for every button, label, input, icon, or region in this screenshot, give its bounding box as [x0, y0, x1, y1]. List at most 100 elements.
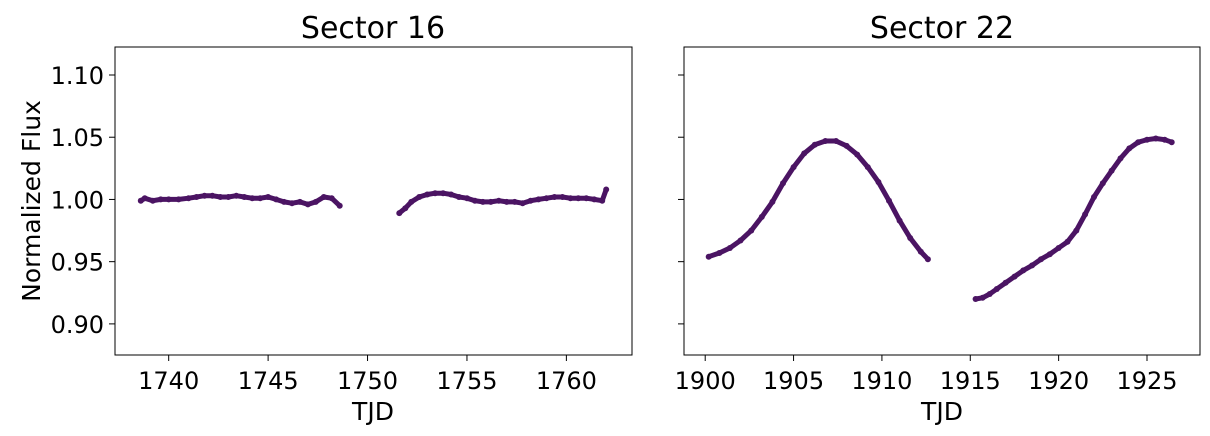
data-point [875, 179, 882, 185]
data-point [1029, 262, 1036, 269]
x-tick-label: 1915 [940, 367, 1001, 395]
y-tick-label: 0.95 [51, 249, 104, 277]
y-axis-ticks: 0.90 0.95 1.00 1.05 1.10 [51, 62, 115, 339]
x-tick-label: 1905 [763, 367, 824, 395]
data-point [1144, 136, 1150, 143]
data-point [304, 201, 311, 208]
data-point [296, 198, 303, 205]
y-tick-label: 1.05 [51, 124, 104, 152]
data-point [289, 200, 295, 207]
data-point [1108, 167, 1115, 174]
data-point [1082, 211, 1089, 218]
y-tick-label: 0.90 [51, 311, 104, 339]
data-point [979, 294, 986, 301]
data-point [193, 194, 200, 200]
data-point [149, 197, 156, 204]
data-point [986, 291, 993, 297]
data-point [726, 245, 733, 251]
data-point [336, 202, 343, 209]
data-point [448, 191, 455, 198]
data-point [141, 195, 148, 202]
data-point [1055, 245, 1062, 251]
data-point [408, 198, 415, 205]
data-point [705, 253, 712, 260]
data-point [1135, 139, 1142, 146]
data-point [896, 217, 903, 224]
data-point [233, 192, 240, 199]
series-1-trace [396, 187, 609, 216]
data-point [1099, 180, 1106, 187]
plot-frame [683, 46, 1201, 356]
data-point [758, 213, 765, 220]
data-point [1073, 227, 1080, 234]
data-point [209, 192, 216, 199]
data-point [811, 141, 818, 148]
data-point [843, 142, 850, 149]
series-1-trace [973, 136, 1175, 302]
x-tick-label: 1755 [436, 367, 497, 395]
data-point [527, 197, 534, 204]
data-point [511, 198, 518, 205]
data-point [249, 195, 256, 202]
data-point [790, 164, 797, 171]
data-point [559, 194, 566, 200]
x-tick-label: 1745 [238, 367, 299, 395]
data-point [175, 196, 182, 203]
series-0-trace [706, 138, 931, 262]
data-point [471, 197, 478, 204]
data-point [320, 194, 327, 200]
x-axis-ticks: 1900 1905 1910 1915 1920 1925 [675, 355, 1178, 395]
x-tick-label: 1925 [1116, 367, 1177, 395]
data-point [432, 190, 439, 197]
data-point [312, 198, 319, 205]
data-point [1038, 256, 1044, 263]
x-tick-label: 1920 [1028, 367, 1089, 395]
x-axis-label: TJD [920, 397, 963, 426]
y-tick-label: 1.00 [51, 186, 104, 214]
panel-title: Sector 16 [301, 11, 445, 46]
data-point [1161, 136, 1168, 143]
data-point [780, 180, 786, 187]
data-point [1046, 251, 1053, 258]
data-point [201, 192, 208, 199]
data-point [440, 190, 447, 197]
data-point [273, 196, 280, 203]
panel-sector-16: Sector 16 1740 1745 1750 1755 1760 0.90 0.95 1… [17, 11, 633, 426]
data-point [716, 250, 723, 256]
x-axis-ticks: 1740 1745 1750 1755 1760 [138, 355, 597, 395]
plot-frame [114, 46, 633, 356]
data-point [583, 195, 590, 202]
x-tick-label: 1760 [536, 367, 597, 395]
data-point [1152, 135, 1159, 142]
data-point [972, 296, 979, 302]
data-point [503, 198, 510, 205]
data-point [519, 200, 526, 207]
x-tick-label: 1910 [851, 367, 912, 395]
data-point [535, 196, 542, 203]
data-point [801, 150, 808, 157]
panel-sector-22: Sector 22 1900 1905 1910 1915 1920 1925 TJD [675, 11, 1201, 426]
data-point [854, 151, 861, 158]
data-point [265, 194, 272, 200]
data-point [257, 195, 264, 202]
data-point [769, 198, 776, 205]
data-point [165, 196, 172, 203]
data-point [281, 198, 287, 205]
data-point [864, 164, 871, 171]
data-point [217, 194, 224, 200]
data-point [1091, 194, 1097, 200]
data-point [833, 138, 839, 144]
data-point [822, 138, 829, 144]
data-point [424, 191, 431, 198]
x-tick-label: 1740 [138, 367, 199, 395]
y-tick-label: 1.10 [51, 62, 104, 90]
x-tick-label: 1900 [675, 367, 736, 395]
data-point [924, 256, 931, 263]
data-point [1168, 139, 1175, 146]
data-point [907, 235, 914, 241]
data-points [137, 186, 610, 217]
data-point [993, 286, 1000, 292]
data-point [748, 227, 755, 234]
data-point [886, 197, 892, 204]
